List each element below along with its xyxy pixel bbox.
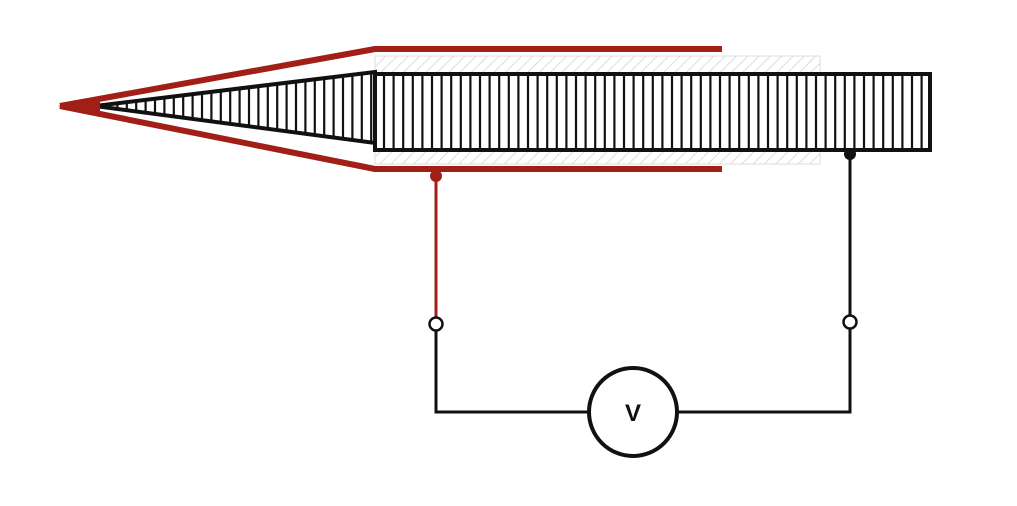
sheath-lower-edge: [59, 103, 722, 172]
voltmeter-label: V: [625, 400, 641, 427]
sheath-tip: [58, 97, 100, 115]
voltmeter: V: [587, 366, 679, 458]
right-circuit-wire: [677, 329, 852, 414]
core-lead: [844, 148, 856, 316]
core-bar-stripes: [382, 74, 923, 150]
right-terminal: [842, 314, 858, 330]
sheath-lead: [430, 170, 442, 318]
sheath-upper-edge: [59, 46, 722, 109]
voltmeter-circle: [587, 366, 679, 458]
left-circuit-wire: [434, 331, 589, 414]
outer-sheath-electrode: [58, 46, 722, 172]
left-terminal: [428, 316, 444, 332]
